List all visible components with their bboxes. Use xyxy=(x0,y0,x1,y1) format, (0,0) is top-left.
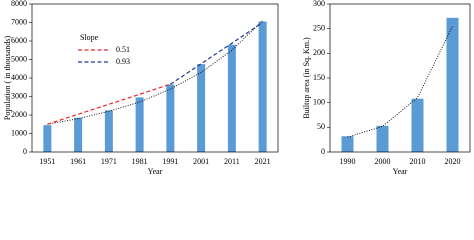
y-tick-label: 150 xyxy=(313,73,325,82)
y-tick-label: 2000 xyxy=(11,110,27,119)
bar xyxy=(74,117,83,152)
x-tick-label: 1990 xyxy=(340,157,356,166)
bar xyxy=(258,21,267,153)
x-tick-label: 2010 xyxy=(410,157,426,166)
x-tick-label: 1981 xyxy=(132,157,148,166)
y-axis-label: Builtup area (in Sq. Km.) xyxy=(302,37,311,119)
legend-label: 0.93 xyxy=(116,57,130,66)
trend-segment xyxy=(170,22,263,85)
x-tick-label: 1971 xyxy=(101,157,117,166)
y-tick-label: 1000 xyxy=(11,128,27,137)
y-tick-label: 300 xyxy=(313,0,325,8)
y-tick-label: 200 xyxy=(313,48,325,57)
legend-label: 0.51 xyxy=(116,45,130,54)
x-tick-label: 2021 xyxy=(255,157,271,166)
bar xyxy=(411,98,424,152)
x-tick-label: 2001 xyxy=(193,157,209,166)
y-tick-label: 50 xyxy=(317,122,325,131)
bar xyxy=(135,97,144,152)
bar xyxy=(43,125,52,152)
bar xyxy=(166,84,175,152)
bar xyxy=(446,17,459,152)
x-tick-label: 2000 xyxy=(375,157,391,166)
y-tick-label: 7000 xyxy=(11,17,27,26)
x-tick-label: 2020 xyxy=(445,157,461,166)
y-tick-label: 5000 xyxy=(11,54,27,63)
y-axis-label: Population ( in thousands) xyxy=(3,36,12,121)
x-axis-label: Year xyxy=(393,167,408,176)
x-tick-label: 1991 xyxy=(162,157,178,166)
bar xyxy=(227,44,236,153)
y-tick-label: 6000 xyxy=(11,36,27,45)
y-tick-label: 4000 xyxy=(11,73,27,82)
plot-frame xyxy=(329,3,471,153)
y-tick-label: 3000 xyxy=(11,91,27,100)
y-tick-label: 0 xyxy=(321,147,325,156)
bar xyxy=(197,64,206,152)
y-tick-label: 100 xyxy=(313,97,325,106)
bar xyxy=(376,125,389,152)
bar xyxy=(341,136,354,152)
legend-title: Slope xyxy=(80,33,99,42)
x-tick-label: 1961 xyxy=(70,157,86,166)
y-tick-label: 0 xyxy=(23,147,27,156)
bar xyxy=(104,110,113,152)
y-tick-label: 250 xyxy=(313,23,325,32)
x-axis-label: Year xyxy=(148,167,163,176)
trend-segment xyxy=(47,83,171,125)
trendline xyxy=(347,26,453,138)
x-tick-label: 2011 xyxy=(224,157,240,166)
x-tick-label: 1951 xyxy=(39,157,55,166)
y-tick-label: 8000 xyxy=(11,0,27,8)
plot-frame xyxy=(31,3,279,153)
